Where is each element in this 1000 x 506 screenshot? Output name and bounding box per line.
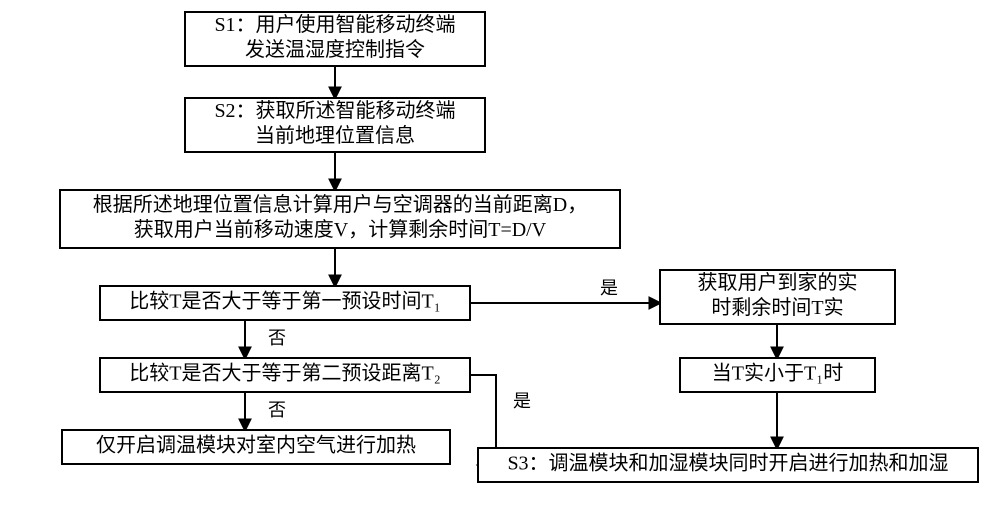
node-s2-line-1: 当前地理位置信息 [255, 124, 415, 147]
node-cmp1-line-0: 比较T是否大于等于第一预设时间T₁ [129, 290, 440, 313]
node-cmp1: 比较T是否大于等于第一预设时间T₁ [100, 286, 470, 320]
edge-label-5: 是 [600, 278, 618, 298]
node-whenT: 当T实小于T₁时 [680, 358, 875, 392]
node-realT-line-1: 时剩余时间T实 [711, 296, 843, 319]
node-s1-line-1: 发送温湿度控制指令 [245, 38, 425, 61]
node-s3-line-0: S3：调温模块和加湿模块同时开启进行加热和加湿 [507, 452, 948, 475]
node-s1: S1：用户使用智能移动终端发送温湿度控制指令 [185, 12, 485, 66]
node-s1-line-0: S1：用户使用智能移动终端 [214, 13, 455, 36]
node-realT: 获取用户到家的实时剩余时间T实 [660, 270, 895, 324]
edge-label-4: 否 [268, 400, 286, 420]
node-realT-line-0: 获取用户到家的实 [698, 271, 858, 294]
node-cmp2: 比较T是否大于等于第二预设距离T₂ [100, 358, 470, 392]
node-calc-line-1: 获取用户当前移动速度V，计算剩余时间T=D/V [134, 218, 547, 241]
node-heat: 仅开启调温模块对室内空气进行加热 [62, 430, 450, 464]
node-calc-line-0: 根据所述地理位置信息计算用户与空调器的当前距离D， [93, 193, 587, 216]
node-whenT-line-0: 当T实小于T₁时 [712, 362, 843, 385]
nodes-layer: S1：用户使用智能移动终端发送温湿度控制指令 S2：获取所述智能移动终端当前地理位… [60, 12, 978, 482]
node-heat-line-0: 仅开启调温模块对室内空气进行加热 [96, 434, 416, 457]
node-calc: 根据所述地理位置信息计算用户与空调器的当前距离D，获取用户当前移动速度V，计算剩… [60, 190, 620, 248]
edge-label-6: 是 [513, 391, 531, 411]
node-cmp2-line-0: 比较T是否大于等于第二预设距离T₂ [129, 362, 440, 385]
node-s2-line-0: S2：获取所述智能移动终端 [214, 99, 455, 122]
edge-label-3: 否 [268, 328, 286, 348]
node-s3: S3：调温模块和加湿模块同时开启进行加热和加湿 [478, 448, 978, 482]
node-s2: S2：获取所述智能移动终端当前地理位置信息 [185, 98, 485, 152]
